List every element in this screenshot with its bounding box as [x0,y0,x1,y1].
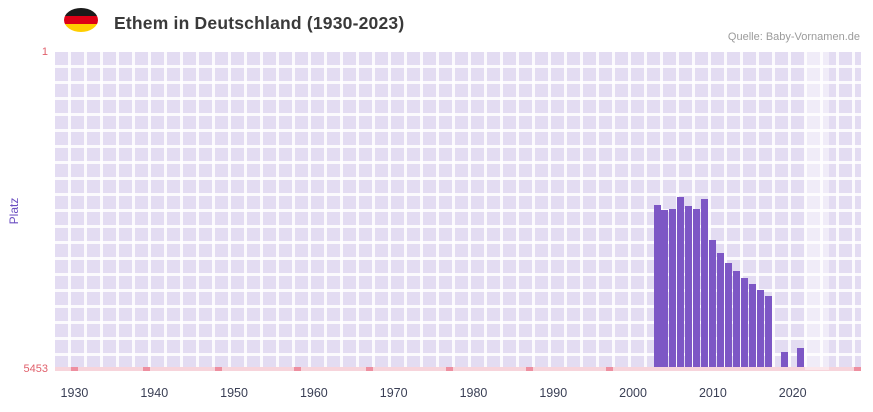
rank-bar-2017[interactable] [765,295,773,370]
x-tick-1930: 1930 [60,386,89,400]
x-tick-1960: 1960 [299,386,328,400]
rank-bar-2003[interactable] [653,204,661,370]
rank-bar-2004[interactable] [661,210,669,370]
rank-bar-2006[interactable] [677,197,685,370]
rank-bar-2010[interactable] [709,240,717,370]
y-axis-top-tick: 1 [41,46,48,58]
x-tick-2010: 2010 [698,386,727,400]
x-tick-1940: 1940 [140,386,169,400]
baseline-mark-1987 [525,367,533,371]
rank-bar-2021[interactable] [797,348,805,370]
x-tick-1970: 1970 [379,386,408,400]
baseline-mark-1977 [446,367,454,371]
x-tick-1990: 1990 [539,386,568,400]
y-axis-title: Platz [7,197,21,225]
x-axis: 1930 1940 1950 1960 1970 1980 1990 2000 2010 2020 [55,386,861,404]
x-tick-1980: 1980 [459,386,488,400]
rank-bar-2016[interactable] [757,289,765,370]
rank-bar-2015[interactable] [749,283,757,370]
source-text: Quelle: Baby-Vornamen.de [727,31,860,43]
baseline-mark-1948 [214,367,222,371]
rank-bar-2013[interactable] [733,271,741,370]
page-title: Ethem in Deutschland (1930-2023) [114,13,405,33]
x-axis-baseline [55,367,861,371]
rank-bar-2011[interactable] [717,253,725,370]
baseline-mark-1939 [142,367,150,371]
rank-bar-2012[interactable] [725,263,733,370]
baseline-mark-1997 [605,367,613,371]
rank-bar-2005[interactable] [669,209,677,370]
german-flag-icon [64,8,98,32]
baseline-mark-1958 [294,367,302,371]
x-tick-2000: 2000 [619,386,647,400]
y-axis-bottom-tick: 5453 [23,363,48,375]
rank-bar-2009[interactable] [701,198,709,370]
rank-bar-2019[interactable] [781,351,789,370]
rank-bar-2007[interactable] [685,205,693,370]
baseline-mark-1967 [366,367,374,371]
highlight-band [805,52,830,370]
baseline-mark-1930 [70,367,78,371]
plot-area [55,52,861,371]
x-tick-1950: 1950 [220,386,248,400]
rank-bar-2008[interactable] [693,209,701,370]
x-tick-2020: 2020 [778,386,807,400]
rank-bar-2014[interactable] [741,277,749,370]
